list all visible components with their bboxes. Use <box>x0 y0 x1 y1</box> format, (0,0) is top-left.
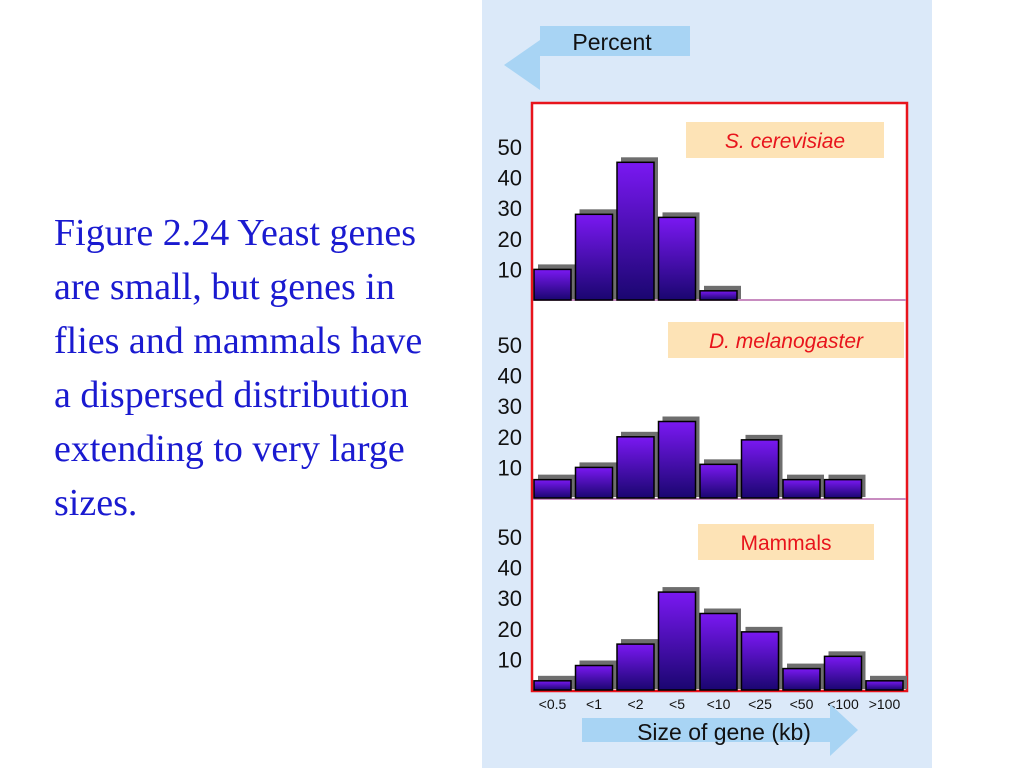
y-tick-label: 10 <box>498 647 522 672</box>
bar-mammals-100 <box>865 680 904 691</box>
y-tick-label: 40 <box>498 556 522 581</box>
bar-d-melanogaster-100 <box>823 478 863 499</box>
bar-d-melanogaster-50 <box>782 478 821 499</box>
panel-s-cerevisiae: 50 40 30 20 10 S. cerevisiae <box>498 122 884 301</box>
x-tick-label: <2 <box>628 696 644 712</box>
x-tick-label: <10 <box>707 696 731 712</box>
x-tick-label: <25 <box>748 696 772 712</box>
bar-s-cerevisiae-10 <box>699 290 738 301</box>
bar-d-melanogaster-25 <box>740 439 780 499</box>
x-tick-label: <100 <box>827 696 859 712</box>
panel-d-melanogaster: 50 40 30 20 10 D. melanogaster <box>498 322 904 499</box>
species-label-bg <box>668 322 904 358</box>
bar-d-melanogaster-1 <box>574 466 614 499</box>
y-tick-label: 20 <box>498 227 522 252</box>
bar-s-cerevisiae-2 <box>616 161 655 301</box>
bar-mammals-50 <box>782 667 821 691</box>
y-tick-label: 10 <box>498 257 522 282</box>
y-tick-label: 30 <box>498 394 522 419</box>
bar-mammals-0-5 <box>533 680 572 691</box>
bar-s-cerevisiae-0-5 <box>533 268 572 301</box>
y-tick-label: 30 <box>498 586 522 611</box>
size-arrow-label: Size of gene (kb) <box>637 719 811 745</box>
x-tick-label: <50 <box>790 696 814 712</box>
y-tick-label: 30 <box>498 196 522 221</box>
species-label-bg <box>686 122 884 158</box>
bar-d-melanogaster-0-5 <box>533 478 572 499</box>
y-tick-label: 10 <box>498 455 522 480</box>
y-tick-label: 20 <box>498 617 522 642</box>
y-tick-label: 50 <box>498 525 522 550</box>
y-tick-label: 50 <box>498 333 522 358</box>
bar-mammals-25 <box>740 631 780 691</box>
chart-frame <box>530 101 909 693</box>
panel-mammals: 50 40 30 20 10 Mammals <box>498 524 907 691</box>
x-tick-label: <1 <box>586 696 602 712</box>
species-label-bg <box>698 524 874 560</box>
bar-d-melanogaster-10 <box>699 463 738 499</box>
y-tick-label: 20 <box>498 425 522 450</box>
bar-mammals-100 <box>823 655 863 691</box>
x-tick-labels: <0.5 <1 <2 <5 <10 <25 <50 <100 >100 <box>539 696 901 712</box>
bar-mammals-2 <box>616 643 655 691</box>
species-label: Mammals <box>740 532 831 555</box>
bar-mammals-10 <box>699 612 738 691</box>
percent-arrow-label: Percent <box>572 29 652 55</box>
bar-d-melanogaster-5 <box>657 420 697 499</box>
x-tick-label: <5 <box>669 696 685 712</box>
y-tick-label: 50 <box>498 135 522 160</box>
panels-layer: 50 40 30 20 10 S. cerevisiae 50 40 30 20 10 D. mela… <box>498 122 907 691</box>
gene-size-histograms: Percent 50 40 30 20 10 S. cerevisiae 50 40 30 20 1… <box>498 26 909 756</box>
bar-mammals-5 <box>657 591 697 691</box>
bar-s-cerevisiae-5 <box>657 216 697 301</box>
x-tick-label: >100 <box>869 696 901 712</box>
y-tick-label: 40 <box>498 364 522 389</box>
size-of-gene-arrow: Size of gene (kb) <box>582 704 858 756</box>
y-tick-label: 40 <box>498 166 522 191</box>
bar-mammals-1 <box>574 664 614 691</box>
bar-d-melanogaster-2 <box>616 436 655 499</box>
species-label: S. cerevisiae <box>725 130 845 153</box>
figure-caption: Figure 2.24 Yeast genes are small, but g… <box>54 212 423 524</box>
species-label: D. melanogaster <box>709 330 864 353</box>
size-arrow-shape <box>582 704 858 756</box>
x-tick-label: <0.5 <box>539 696 567 712</box>
percent-arrow: Percent <box>504 26 690 90</box>
percent-arrow-shape <box>504 26 690 90</box>
bar-s-cerevisiae-1 <box>574 213 614 301</box>
